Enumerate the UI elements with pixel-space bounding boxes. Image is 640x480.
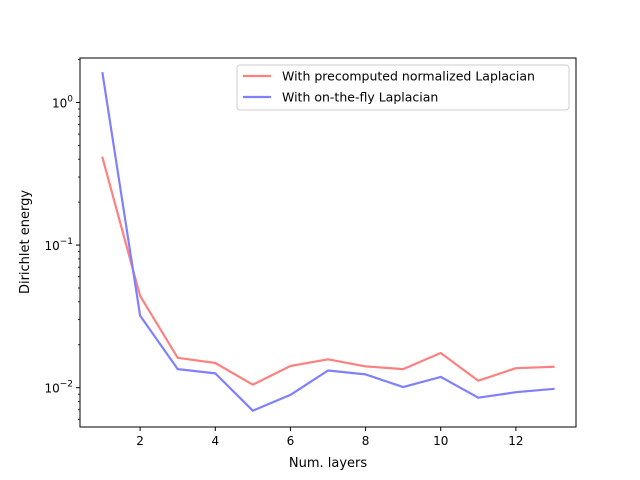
x-axis-label: Num. layers: [289, 456, 368, 471]
y-axis-label: Dirichlet energy: [18, 190, 33, 294]
x-axis-ticks: 2 4 6 8 10 12: [136, 427, 524, 448]
y-tick-label: 10−2: [44, 380, 73, 396]
x-tick-label: 10: [433, 434, 448, 448]
plot-background: [80, 58, 576, 427]
x-tick-label: 6: [287, 434, 295, 448]
y-tick-label: 10−1: [44, 237, 73, 253]
legend-label-1: With precomputed normalized Laplacian: [282, 69, 535, 84]
legend: With precomputed normalized Laplacian Wit…: [236, 64, 570, 111]
series-line-1: [101, 156, 555, 386]
x-tick-label: 8: [362, 434, 370, 448]
series-layer: [101, 72, 555, 412]
x-tick-label: 2: [136, 434, 144, 448]
series-line-2: [101, 72, 555, 412]
legend-box: [236, 64, 570, 111]
plot-frame: [79, 57, 577, 428]
x-tick-label: 4: [211, 434, 219, 448]
legend-label-2: With on-the-fly Laplacian: [282, 90, 438, 105]
y-tick-label: 100: [52, 94, 73, 110]
x-tick-label: 12: [508, 434, 523, 448]
y-axis-ticks: 10−2 10−1 100: [44, 59, 80, 420]
